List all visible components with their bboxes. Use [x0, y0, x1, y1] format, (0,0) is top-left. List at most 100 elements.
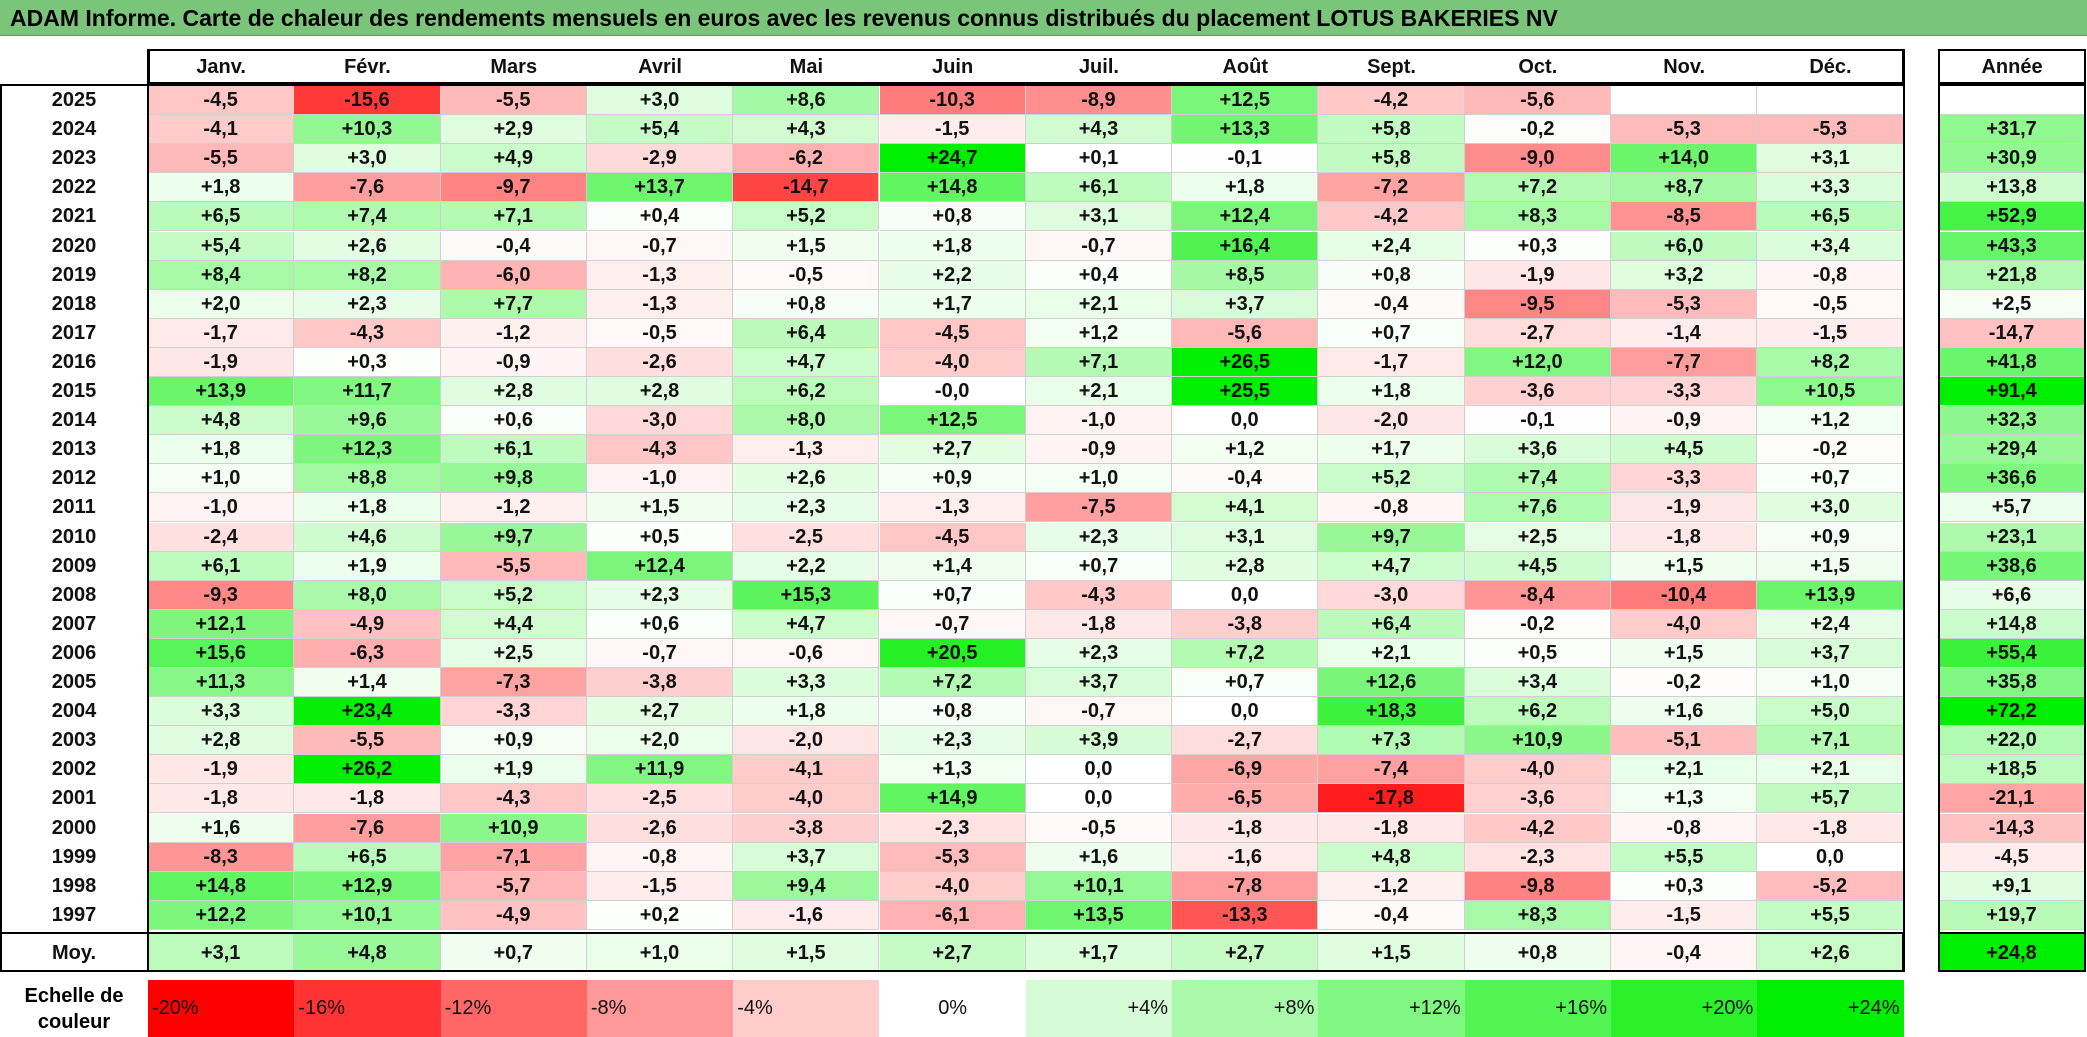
heatmap-cell: +14,0	[1611, 144, 1758, 174]
heatmap-cell: -1,3	[879, 493, 1026, 523]
heatmap-cell: +2,1	[1025, 289, 1173, 319]
heatmap-cell: +1,6	[148, 813, 295, 843]
heatmap-cell: +3,0	[294, 144, 441, 174]
heatmap-cell: -10,3	[879, 86, 1026, 116]
average-cell: -0,4	[1611, 933, 1758, 972]
year-label: 2002	[51, 758, 97, 781]
heatmap-cell: +5,5	[1611, 842, 1758, 872]
heatmap-cell: -4,5	[879, 522, 1026, 552]
heatmap-cell: -1,0	[1025, 406, 1173, 436]
month-header: Sept.	[1367, 56, 1416, 78]
heatmap-cell: 0,0	[1025, 784, 1173, 814]
average-cell: +2,7	[879, 933, 1026, 972]
heatmap-cell: +9,6	[294, 406, 441, 436]
annual-cell: -21,1	[1938, 784, 2086, 814]
year-label: 1999	[51, 845, 97, 868]
month-header: Mai	[789, 56, 823, 78]
average-cell: +0,8	[1464, 933, 1611, 972]
heatmap-cell: +12,4	[586, 551, 734, 581]
heatmap-cell: +2,8	[586, 377, 734, 407]
color-scale-swatch: -8%	[586, 980, 734, 1037]
annual-cell: +13,8	[1938, 173, 2086, 203]
heatmap-cell: -0,5	[733, 260, 880, 290]
heatmap-cell: +10,1	[294, 900, 441, 930]
heatmap-cell: +0,5	[1464, 638, 1611, 668]
year-label: 1997	[51, 903, 97, 926]
heatmap-cell: +1,3	[1611, 784, 1758, 814]
heatmap-cell: -1,8	[1172, 813, 1319, 843]
heatmap-cell: +8,5	[1172, 260, 1319, 290]
heatmap-cell: +0,8	[879, 697, 1026, 727]
heatmap-cell: -2,0	[733, 726, 880, 756]
heatmap-cell: -5,6	[1172, 318, 1319, 348]
heatmap-cell: +12,1	[148, 609, 295, 639]
heatmap-cell: +1,5	[1611, 551, 1758, 581]
heatmap-cell: -8,5	[1611, 202, 1758, 232]
heatmap-cell: +10,1	[1025, 871, 1173, 901]
heatmap-cell: +1,7	[1318, 435, 1465, 465]
heatmap-cell: -1,7	[148, 318, 295, 348]
heatmap-cell: +13,3	[1172, 115, 1319, 145]
heatmap-cell: -8,4	[1464, 580, 1611, 610]
heatmap-cell: +5,7	[1757, 784, 1904, 814]
color-scale-label: Echelle de couleur	[24, 985, 124, 1033]
heatmap-cell: +7,1	[440, 202, 587, 232]
heatmap-cell: +13,9	[148, 377, 295, 407]
annual-cell: +6,6	[1938, 580, 2086, 610]
heatmap-cell: +12,2	[148, 900, 295, 930]
annual-cell: +21,8	[1938, 260, 2086, 290]
annual-cell: +23,1	[1938, 522, 2086, 552]
year-label: 2006	[51, 641, 97, 664]
heatmap-cell: -3,3	[440, 697, 587, 727]
heatmap-cell: +3,3	[148, 697, 295, 727]
annual-cell: -4,5	[1938, 842, 2086, 872]
annual-cell: +52,9	[1938, 202, 2086, 232]
heatmap-cell: +7,1	[1025, 347, 1173, 377]
heatmap-cell: 0,0	[1172, 697, 1319, 727]
heatmap-cell: -3,0	[1318, 580, 1465, 610]
month-header: Nov.	[1663, 56, 1706, 78]
annual-cell: +19,7	[1938, 900, 2086, 930]
color-scale-swatch: +4%	[1025, 980, 1173, 1037]
heatmap-cell: 0,0	[1172, 580, 1319, 610]
heatmap-cell: -5,2	[1757, 871, 1904, 901]
heatmap-cell: -0,2	[1611, 668, 1758, 698]
heatmap-cell: +4,8	[148, 406, 295, 436]
heatmap-cell: +2,1	[1025, 377, 1173, 407]
heatmap-cell: +4,5	[1611, 435, 1758, 465]
heatmap-cell: +9,4	[733, 871, 880, 901]
heatmap-cell: +2,8	[440, 377, 587, 407]
month-header: Oct.	[1518, 56, 1558, 78]
heatmap-cell: +3,0	[1757, 493, 1904, 523]
heatmap-cell: -0,1	[1172, 144, 1319, 174]
heatmap-cell: -0,7	[586, 638, 734, 668]
year-label: 2008	[51, 583, 97, 606]
heatmap-cell: -1,2	[1318, 871, 1465, 901]
heatmap-cell: -0,5	[1025, 813, 1173, 843]
heatmap-cell: +8,6	[733, 86, 880, 116]
heatmap-cell: +2,8	[1172, 551, 1319, 581]
heatmap-cell: -6,1	[879, 900, 1026, 930]
heatmap-cell: -1,9	[148, 755, 295, 785]
heatmap-cell: +2,3	[586, 580, 734, 610]
average-cell: +2,7	[1172, 933, 1319, 972]
annual-cell: +36,6	[1938, 464, 2086, 494]
heatmap-cell: -0,5	[586, 318, 734, 348]
year-label: 2013	[51, 438, 97, 461]
heatmap-cell: -3,3	[1611, 377, 1758, 407]
heatmap-cell: -0,8	[1757, 260, 1904, 290]
heatmap-cell: -0,2	[1757, 435, 1904, 465]
heatmap-cell: +8,2	[294, 260, 441, 290]
heatmap-cell: -9,7	[440, 173, 587, 203]
heatmap-cell: -4,9	[294, 609, 441, 639]
heatmap-cell: +12,3	[294, 435, 441, 465]
color-scale-swatch: +24%	[1757, 980, 1904, 1037]
color-scale-swatch: 0%	[879, 980, 1026, 1037]
heatmap-cell: +3,6	[1464, 435, 1611, 465]
heatmap-cell: +1,5	[733, 231, 880, 261]
heatmap-cell: +0,2	[586, 900, 734, 930]
heatmap-cell: -4,3	[440, 784, 587, 814]
heatmap-cell: -0,8	[1318, 493, 1465, 523]
heatmap-cell: -6,2	[733, 144, 880, 174]
heatmap-cell: +10,9	[440, 813, 587, 843]
